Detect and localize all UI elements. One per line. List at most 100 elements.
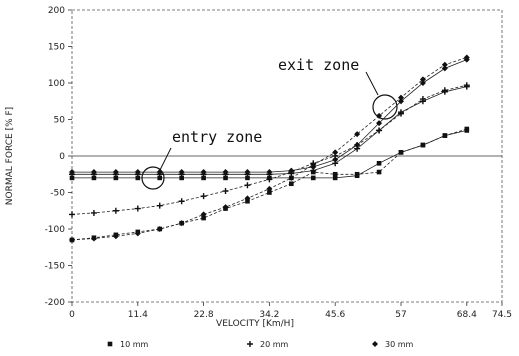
data-point [134,230,141,237]
y-tick-label: 50 [54,116,66,126]
y-axis: -200 -150 -100 -50 0 50 100 150 200 [45,6,72,308]
x-axis-label: VELOCITY [Km/H] [216,319,294,329]
data-point [69,211,75,218]
data-point [201,215,206,221]
data-point [200,193,207,200]
exit-zone-annotation: exit zone [278,56,359,74]
series-line [71,128,467,241]
data-point [201,175,206,181]
legend-label: 10 mm [120,340,149,349]
data-point [419,80,426,86]
data-point [69,169,75,176]
data-point [376,161,382,166]
data-point [222,204,229,211]
data-point [419,76,426,83]
data-point [244,169,251,176]
data-point [90,209,97,216]
data-point [376,127,383,134]
data-point [354,171,360,177]
data-point [310,175,316,181]
entry-zone-leader-line [159,147,172,171]
series-2-entry [69,83,470,178]
data-point [398,150,404,155]
exit-zone-highlight-circle [372,94,398,120]
data-point [90,169,97,176]
x-tick-label: 45.6 [325,310,345,320]
data-point [244,195,251,202]
data-point [200,169,207,176]
data-point [310,161,317,168]
x-tick-label: 0 [69,310,75,320]
data-point [376,120,383,127]
data-point [441,87,448,94]
data-point [69,175,75,181]
series-1-exit [69,126,470,243]
data-point [244,182,251,189]
data-point [376,112,383,119]
data-point [223,175,228,181]
data-point [397,110,404,117]
data-point [419,96,426,103]
y-tick-label: 150 [48,43,65,53]
data-point [134,205,141,212]
legend-marker [107,341,113,347]
legend-marker [372,341,378,347]
data-point [200,211,207,218]
y-tick-label: 0 [59,152,65,162]
x-tick-label: 11.4 [128,310,148,320]
data-point [266,176,273,183]
x-tick-label: 68.4 [457,310,477,320]
legend: 10 mm 20 mm 30 mm [107,340,414,349]
data-point [134,169,141,176]
y-axis-label: NORMAL FORCE [% F] [5,107,15,205]
y-tick-label: -50 [50,189,65,199]
data-point [463,54,470,61]
data-point [332,175,338,181]
series-3-exit [69,54,470,243]
data-point [288,174,295,181]
data-point [266,169,273,176]
data-point [112,233,119,240]
data-point [332,149,339,156]
legend-item: 20 mm [247,340,289,349]
x-tick-label: 34.2 [259,310,279,320]
y-tick-label: -150 [45,262,66,272]
x-tick-label: 57 [395,310,406,320]
data-point [266,185,273,192]
series-line [71,57,467,241]
series-layer [69,54,470,243]
data-point [354,131,361,138]
data-point [376,169,382,175]
data-point [354,142,361,149]
series-2-exit [69,82,470,218]
legend-marker [247,341,253,347]
data-point [245,175,250,181]
legend-label: 20 mm [260,340,289,349]
y-tick-label: 200 [48,6,65,16]
data-point [91,175,97,181]
data-point [112,169,119,176]
data-point [332,171,338,177]
series-line [72,86,467,175]
data-point [178,198,185,205]
y-tick-label: -200 [45,298,66,308]
data-point [113,175,119,181]
data-point [289,181,294,187]
data-point [441,61,448,68]
data-point [464,126,470,132]
data-point [332,156,339,163]
data-point [222,169,229,176]
y-tick-label: 100 [48,79,65,89]
data-point [157,175,163,181]
data-point [397,94,404,101]
entry-zone-highlight-circle [141,166,165,190]
data-point [441,65,448,72]
series-line [72,59,467,173]
data-point [222,188,229,195]
data-point [69,236,75,243]
x-tick-label: 22.8 [194,310,214,320]
data-point [463,82,470,89]
legend-item: 10 mm [107,340,149,349]
data-point [288,167,295,174]
entry-zone-annotation: entry zone [172,128,262,146]
